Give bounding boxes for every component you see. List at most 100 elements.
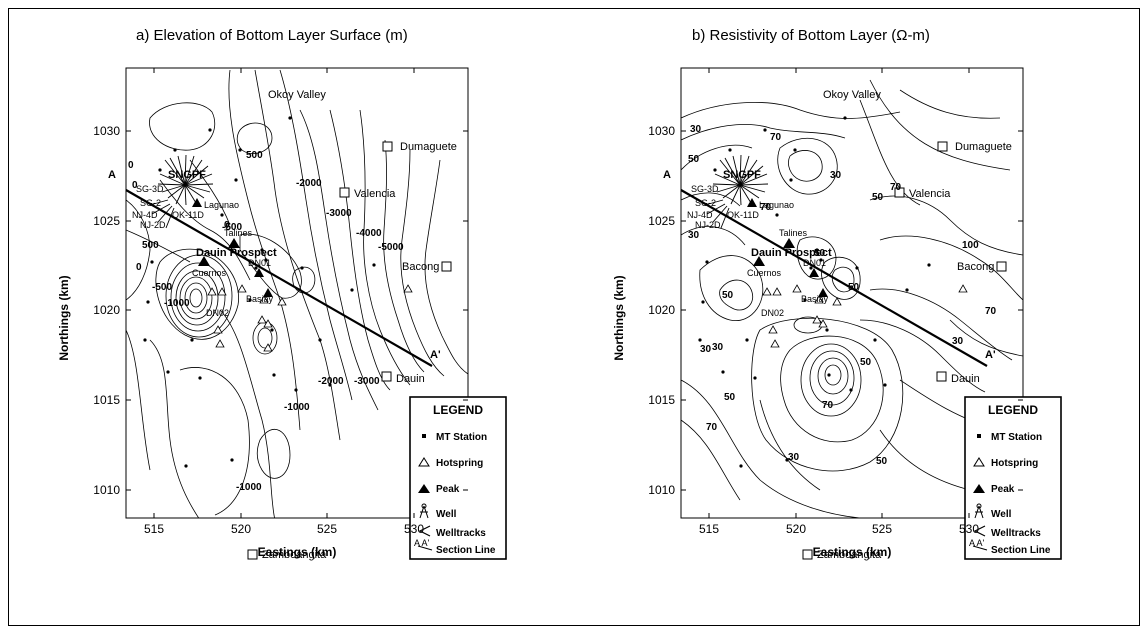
legend-item-welltracks-b: Welltracks xyxy=(991,528,1041,539)
label-dn02-b: DN02 xyxy=(761,308,784,318)
svg-text:30: 30 xyxy=(788,452,800,463)
label-dumaguete-a: Dumaguete xyxy=(400,141,457,153)
legend-item-mt-a: MT Station xyxy=(436,432,487,443)
y-tick-label: 1010 xyxy=(93,483,120,497)
label-basiay-b: Basiay xyxy=(801,294,829,304)
svg-text:30: 30 xyxy=(690,124,702,135)
svg-text:70: 70 xyxy=(706,422,718,433)
label-zamboanguita-b: Zamboangita xyxy=(817,549,882,561)
label-sngpf-b: SNGPF xyxy=(723,169,761,181)
label-dn01-b: DN01 xyxy=(803,258,826,268)
x-tick-label: 515 xyxy=(699,522,719,536)
x-axis-label: Eastings (km) xyxy=(813,545,892,559)
contours-a xyxy=(126,69,468,518)
svg-text:50: 50 xyxy=(688,154,700,165)
label-dauin-prospect-b: Dauin Prospect xyxy=(751,247,832,259)
svg-text:-1000: -1000 xyxy=(284,402,310,413)
contour-labels-a: 0 0 500 0 -500 -500 -1000 -2000 -3000 -4… xyxy=(128,150,404,493)
welltracks-icon xyxy=(973,525,986,537)
svg-text:70: 70 xyxy=(985,306,997,317)
panel-b-title: b) Resistivity of Bottom Layer (Ω-m) xyxy=(692,27,930,44)
svg-text:-4000: -4000 xyxy=(356,228,382,239)
mt-station-icon xyxy=(422,434,426,438)
peak-icon xyxy=(418,484,430,493)
svg-text:A A': A A' xyxy=(969,538,985,548)
panel-a-title: a) Elevation of Bottom Layer Surface (m) xyxy=(136,27,408,44)
svg-text:0: 0 xyxy=(136,262,142,273)
label-talines-b: Talines xyxy=(779,228,808,238)
svg-text:0: 0 xyxy=(224,220,230,231)
welltracks-a xyxy=(149,154,214,229)
label-dumaguete-b: Dumaguete xyxy=(955,141,1012,153)
hotsprings-b xyxy=(762,284,968,348)
svg-text:-2000: -2000 xyxy=(318,376,344,387)
y-tick-label: 1015 xyxy=(93,393,120,407)
hotspring-icon xyxy=(418,457,430,467)
welltracks-b xyxy=(704,154,769,229)
label-okoy-valley-a: Okoy Valley xyxy=(268,89,326,101)
label-valencia-a: Valencia xyxy=(354,188,396,200)
svg-text:30: 30 xyxy=(712,342,724,353)
mt-stations-a xyxy=(143,116,376,468)
svg-text:50: 50 xyxy=(876,456,888,467)
svg-text:0: 0 xyxy=(132,180,138,191)
legend-item-well-a: Well xyxy=(436,509,457,520)
label-section-a-prime-b: A' xyxy=(985,349,996,361)
label-dn01-a: DN01 xyxy=(248,258,271,268)
label-section-a-b: A xyxy=(663,169,671,181)
label-sngpf-a: SNGPF xyxy=(168,169,206,181)
legend-item-hotspring-a: Hotspring xyxy=(436,458,483,469)
y-tick-label: 1030 xyxy=(93,124,120,138)
svg-text:500: 500 xyxy=(142,240,159,251)
legend-a: LEGEND MT Station Hotspring Peak Well We… xyxy=(409,396,507,560)
hotsprings-a xyxy=(207,284,413,352)
y-tick-label: 1030 xyxy=(648,124,675,138)
x-tick-label: 520 xyxy=(231,522,251,536)
label-valencia-b: Valencia xyxy=(909,188,951,200)
svg-text:-500: -500 xyxy=(222,222,242,233)
towns-a xyxy=(247,141,452,560)
label-okoy-valley-b: Okoy Valley xyxy=(823,89,881,101)
svg-text:50: 50 xyxy=(860,357,872,368)
svg-text:-3000: -3000 xyxy=(326,208,352,219)
x-tick-label: 520 xyxy=(786,522,806,536)
legend-item-well-b: Well xyxy=(991,509,1012,520)
peak-icon xyxy=(973,484,985,493)
svg-text:30: 30 xyxy=(830,170,842,181)
y-tick-label: 1010 xyxy=(648,483,675,497)
svg-text:50: 50 xyxy=(814,248,826,259)
svg-text:70: 70 xyxy=(760,202,772,213)
axes-a: 515 520 525 530 1030 1025 1020 1015 1010 Eastings… xyxy=(57,68,468,559)
label-ok11d-b: OK-11D xyxy=(727,210,759,220)
mt-stations-b xyxy=(698,116,931,468)
panel-resistivity: b) Resistivity of Bottom Layer (Ω-m) xyxy=(663,27,1062,561)
label-nj2d-b: NJ-2D xyxy=(695,220,721,230)
x-tick-label: 515 xyxy=(144,522,164,536)
label-sg3d-b: SG-3D xyxy=(691,184,719,194)
svg-text:70: 70 xyxy=(890,182,902,193)
legend-item-section-b: Section Line xyxy=(991,545,1051,556)
svg-text:100: 100 xyxy=(962,240,979,251)
label-sg2-a: SG-2 xyxy=(140,198,161,208)
label-section-a-prime-a: A' xyxy=(430,349,441,361)
label-lagunao-b: Lagunao xyxy=(759,200,794,210)
x-tick-label: 530 xyxy=(404,522,424,536)
hotspring-icon xyxy=(973,457,985,467)
y-tick-label: 1020 xyxy=(648,303,675,317)
peaks-b xyxy=(747,198,828,297)
svg-text:-5000: -5000 xyxy=(378,242,404,253)
svg-text:50: 50 xyxy=(872,192,884,203)
label-zamboanguita-a: Zamboangita xyxy=(262,549,327,561)
svg-text:-1000: -1000 xyxy=(236,482,262,493)
svg-text:30: 30 xyxy=(700,344,712,355)
legend-item-welltracks-a: Welltracks xyxy=(436,528,486,539)
well-icon xyxy=(974,503,984,519)
label-lagunao-a: Lagunao xyxy=(204,200,239,210)
welltracks-icon xyxy=(418,525,431,537)
label-talines-a: Talines xyxy=(224,228,253,238)
label-bacong-a: Bacong xyxy=(402,261,439,273)
contours-b xyxy=(681,79,1023,518)
legend-item-hotspring-b: Hotspring xyxy=(991,458,1038,469)
label-basiay-a: Basiay xyxy=(246,294,274,304)
